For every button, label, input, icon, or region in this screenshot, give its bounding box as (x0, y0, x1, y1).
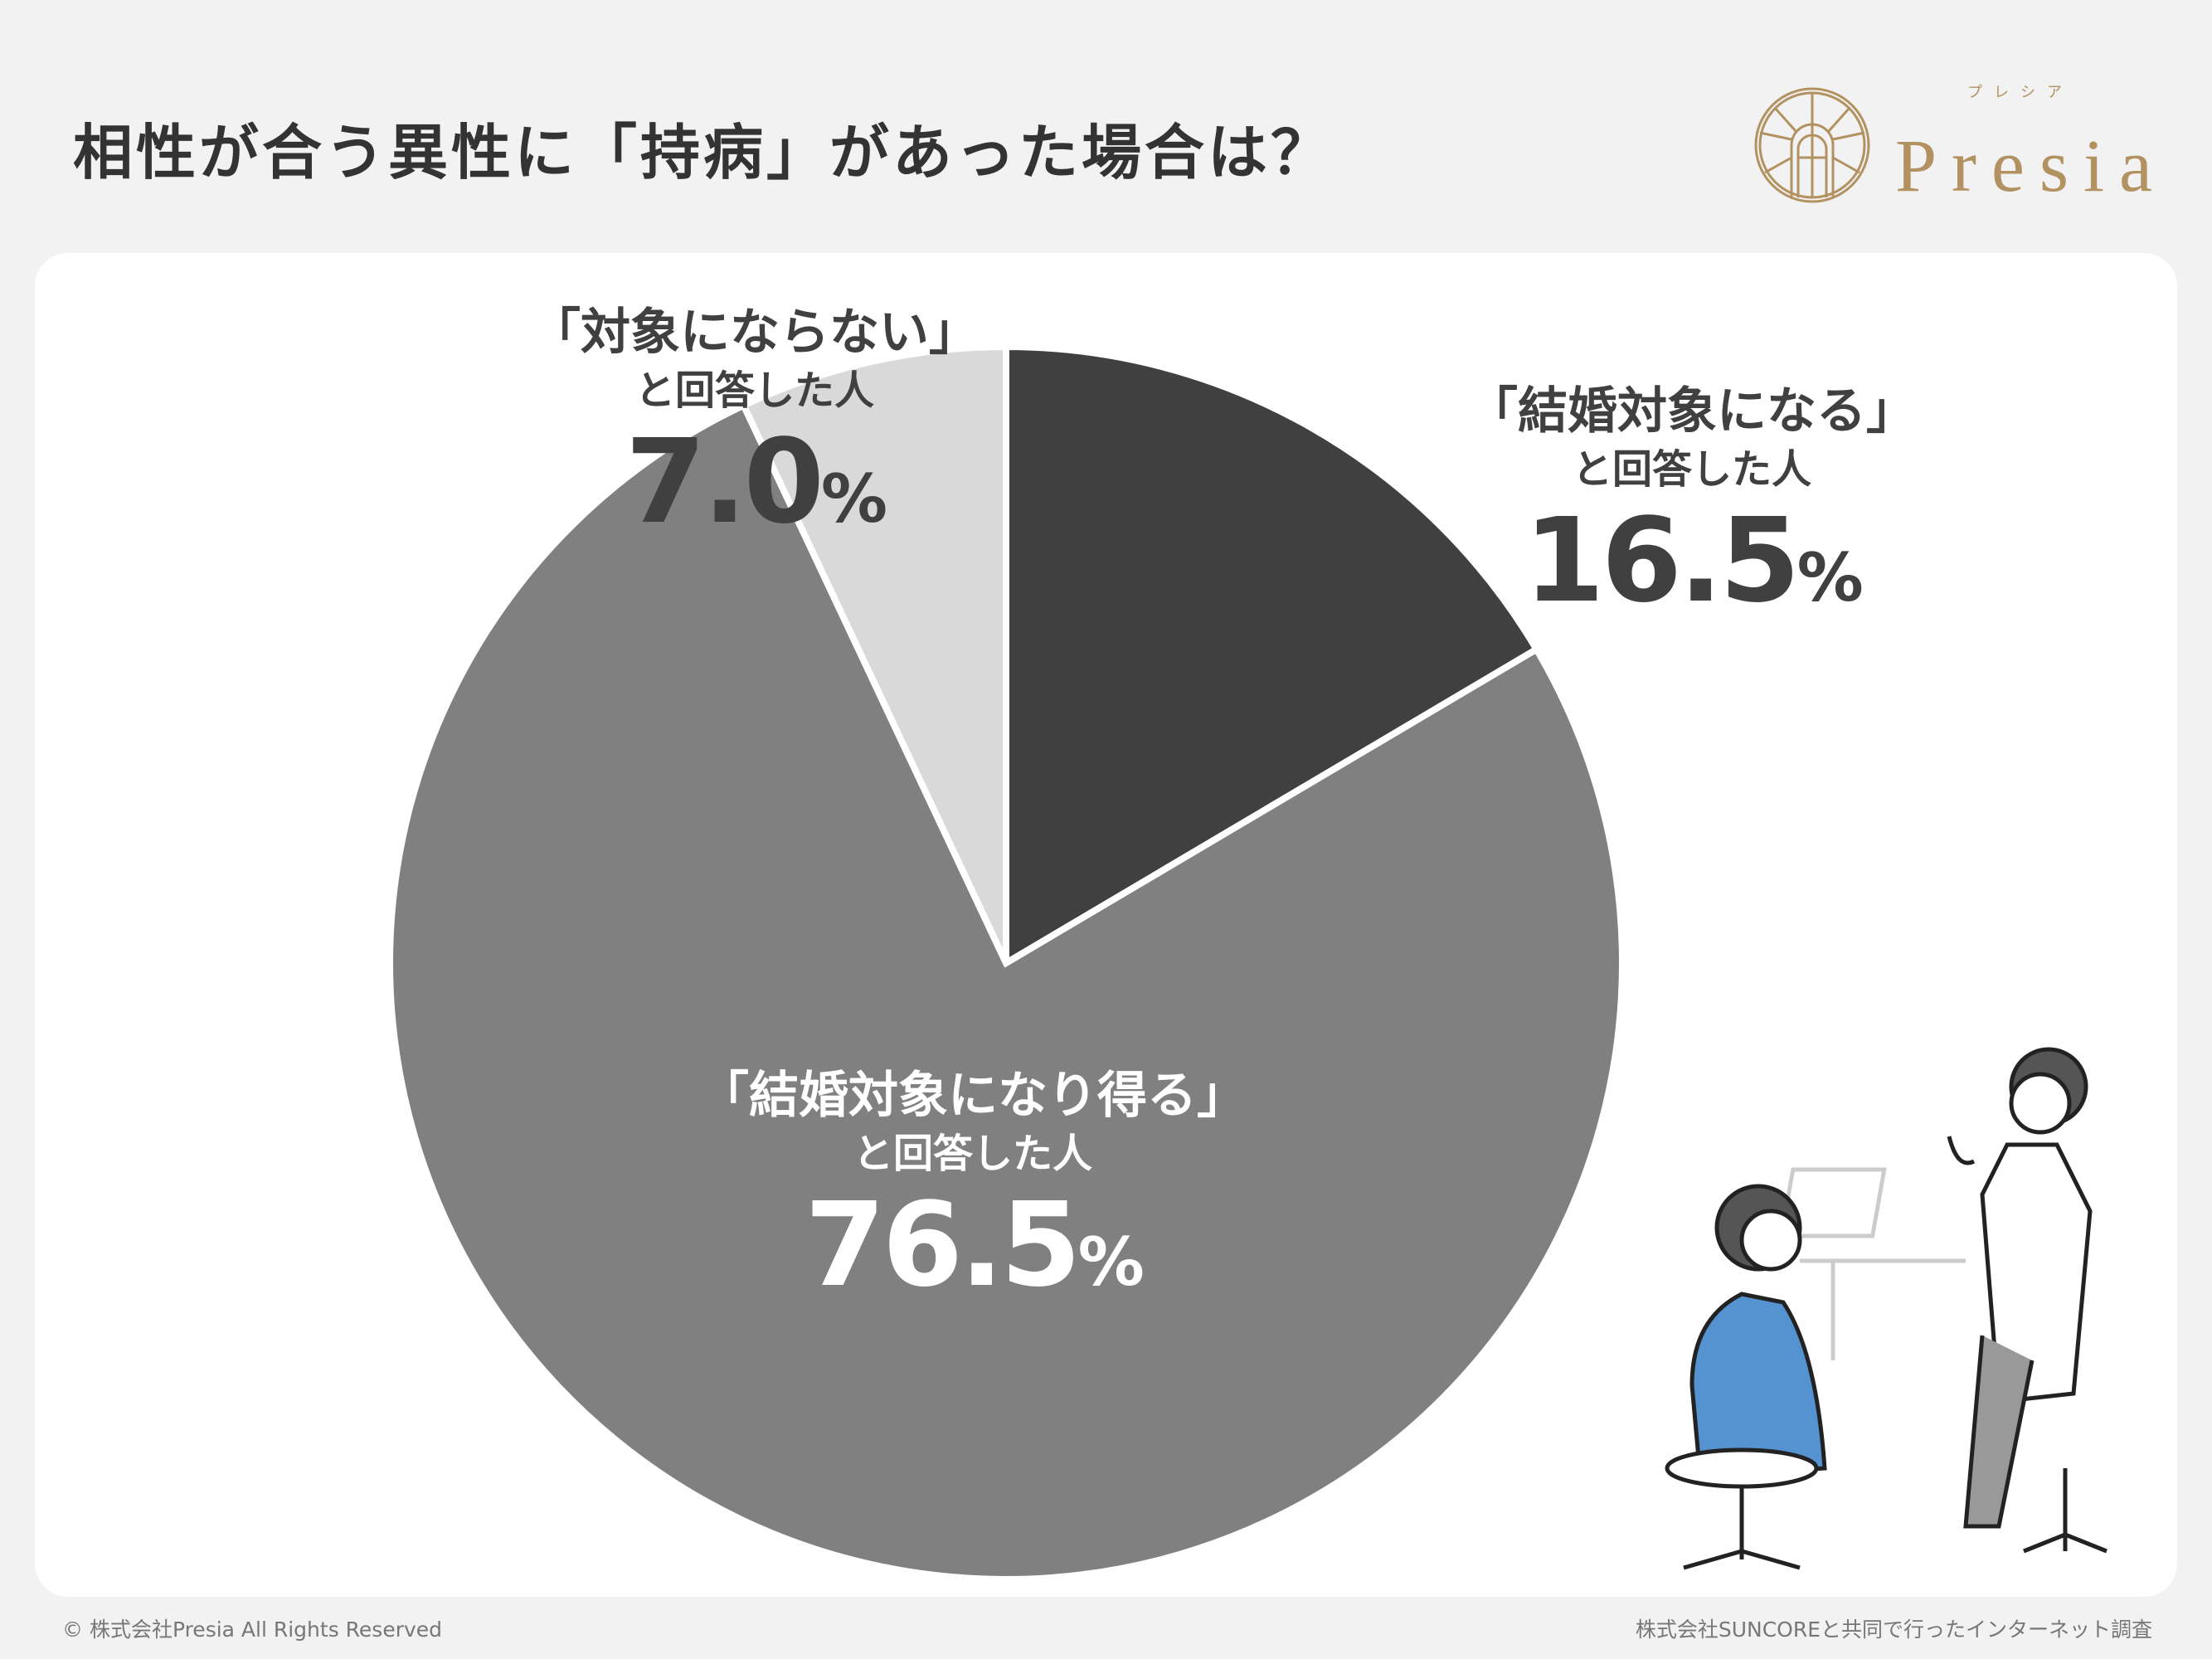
presia-logo: Presia プレシア (1754, 84, 2167, 207)
label-marriage-yes: 「結婚対象になる」 と回答した人 16.5% (1468, 382, 1916, 628)
label-title: 「結婚対象になる」 (1468, 382, 1916, 440)
copyright: © 株式会社Presia All Rights Reserved (62, 1618, 443, 1642)
logo-kana: プレシア (1967, 84, 2073, 101)
label-sub: と回答した人 (853, 1131, 1092, 1177)
value-label: 7.0% (625, 414, 887, 550)
label-marriage-possible: 「結婚対象になり得る」 と回答した人 76.5% (699, 1066, 1247, 1312)
value-label: 16.5% (1524, 493, 1864, 629)
label-title: 「結婚対象になり得る」 (699, 1067, 1247, 1125)
page-title: 相性が合う異性に「持病」があった場合は？ (73, 118, 1334, 187)
label-not-target: 「対象にならない」 と回答した人 7.0% (531, 303, 979, 549)
label-sub: と回答した人 (1572, 446, 1811, 493)
pie-slice-1 (386, 401, 1626, 1583)
label-title: 「対象にならない」 (531, 304, 979, 362)
pie-slice-2 (739, 343, 1009, 965)
doctor-patient-illustration (1665, 1047, 2107, 1570)
label-sub: と回答した人 (634, 367, 874, 414)
value-label: 76.5% (805, 1177, 1145, 1313)
survey-note: 株式会社SUNCOREと共同で行ったインターネット調査 (1635, 1618, 2152, 1642)
pie-slice-0 (1003, 343, 1542, 970)
logo-wordmark: Presia (1895, 125, 2167, 207)
